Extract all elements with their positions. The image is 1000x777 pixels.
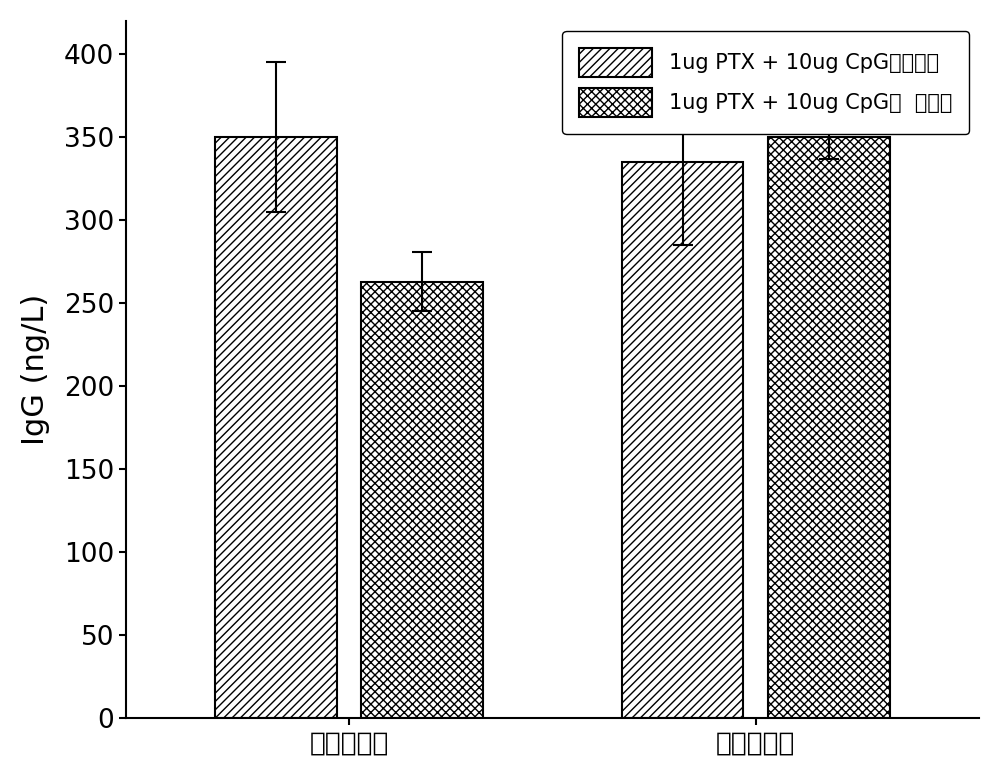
Y-axis label: IgG (ng/L): IgG (ng/L): [21, 294, 50, 445]
Legend: 1ug PTX + 10ug CpG微针免疫, 1ug PTX + 10ug CpG皮  下免疫: 1ug PTX + 10ug CpG微针免疫, 1ug PTX + 10ug C…: [562, 31, 969, 134]
Bar: [215, 137, 337, 719]
Bar: [622, 162, 743, 719]
Bar: [768, 137, 890, 719]
Bar: [361, 281, 483, 719]
